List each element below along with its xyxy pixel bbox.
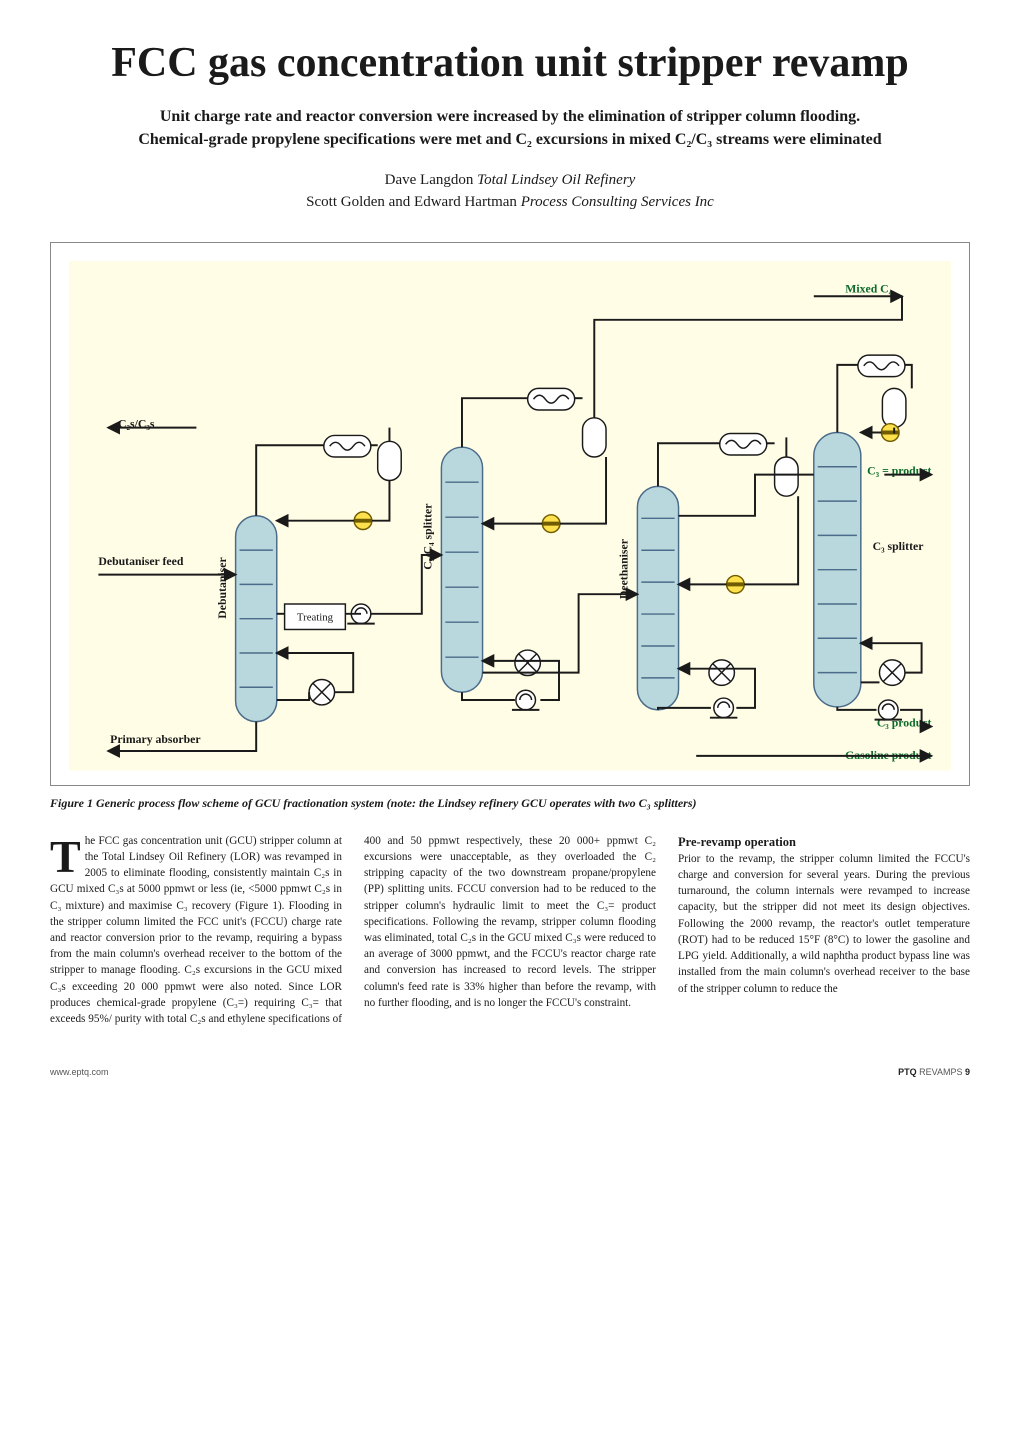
article-subtitle: Unit charge rate and reactor conversion … [130,106,890,151]
author-2: Scott Golden and Edward Hartman [306,194,517,210]
affiliation-1: Total Lindsey Oil Refinery [477,172,635,188]
affiliation-2: Process Consulting Services Inc [521,194,714,210]
dropcap: T [50,833,85,876]
svg-text:Deethaniser: Deethaniser [618,539,631,599]
footer-section: REVAMPS [917,1067,965,1077]
footer-url: www.eptq.com [50,1067,109,1077]
svg-text:Debutaniser: Debutaniser [216,557,229,618]
svg-text:Mixed C₄: Mixed C₄ [845,282,892,295]
svg-text:C₂s/C₃s: C₂s/C₃s [118,418,155,431]
page-footer: www.eptq.com PTQ REVAMPS 9 [50,1067,970,1077]
figure-1: Debutaniser C₃/C₄ splitter Deethaniser C₃ s… [50,242,970,786]
svg-text:C₃/C₄ splitter: C₃/C₄ splitter [422,504,435,570]
body-p1a: he FCC gas concentration unit (GCU) stri… [50,835,342,1009]
article-title: FCC gas concentration unit stripper reva… [50,40,970,86]
footer-pagenum: 9 [965,1067,970,1077]
svg-text:Treating: Treating [297,612,334,624]
section-heading-pre-revamp: Pre-revamp operation [678,833,970,851]
footer-ptq: PTQ [898,1067,917,1077]
svg-text:C₃ splitter: C₃ splitter [873,540,924,553]
body-p2: Prior to the revamp, the stripper column… [678,853,970,995]
author-block: Dave Langdon Total Lindsey Oil Refinery … [50,169,970,214]
svg-text:Primary absorber: Primary absorber [110,733,200,746]
author-1: Dave Langdon [385,172,474,188]
footer-page: PTQ REVAMPS 9 [898,1067,970,1077]
svg-text:C₃ = product: C₃ = product [867,465,931,478]
body-text: The FCC gas concentration unit (GCU) str… [50,833,970,1028]
figure-1-caption: Figure 1 Generic process flow scheme of … [50,796,970,811]
svg-text:Debutaniser feed: Debutaniser feed [98,555,183,568]
figure-1-svg: Debutaniser C₃/C₄ splitter Deethaniser C₃ s… [69,261,951,771]
